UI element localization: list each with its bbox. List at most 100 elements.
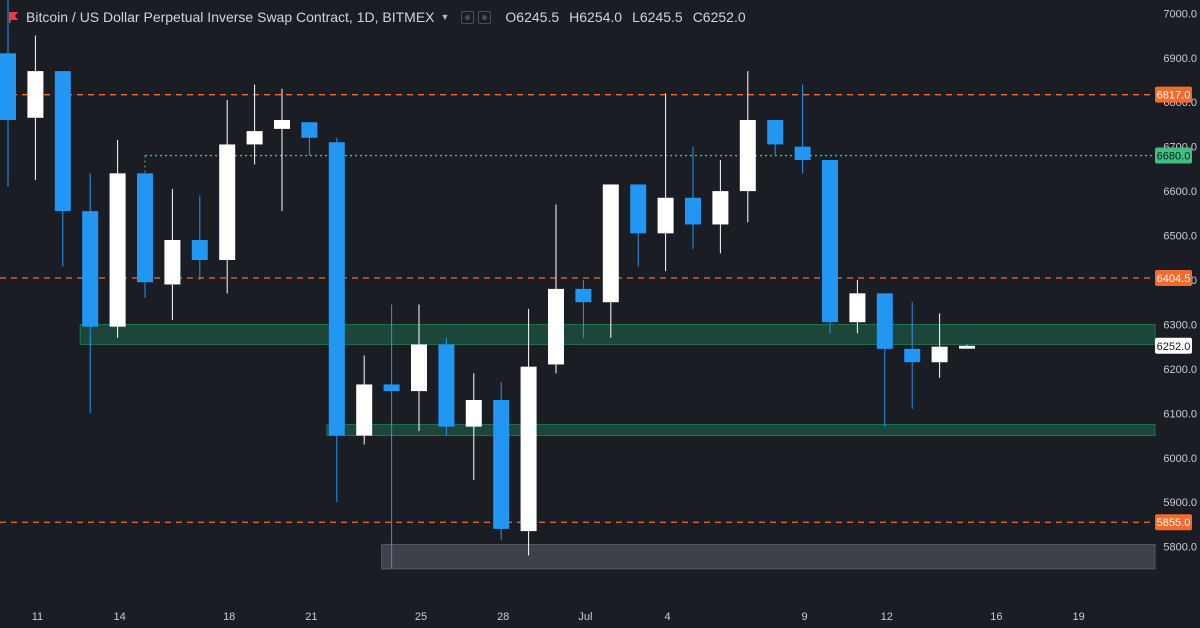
candle[interactable] (82, 173, 99, 414)
candle-body (575, 288, 592, 303)
candle[interactable] (465, 373, 482, 480)
svg-text:6817.0: 6817.0 (1157, 90, 1191, 102)
candle[interactable] (328, 137, 345, 503)
candle[interactable] (931, 313, 948, 378)
candle-body (438, 344, 455, 427)
candle[interactable] (383, 304, 400, 569)
indicator-tools (461, 10, 492, 24)
candle[interactable] (411, 304, 427, 432)
time-tick-label: 25 (415, 611, 427, 623)
candle[interactable] (301, 122, 318, 156)
candle[interactable] (191, 195, 208, 280)
visibility-icon[interactable] (478, 10, 492, 24)
line-price-badge: 5855.0 (1155, 514, 1192, 531)
price-tick-label: 6900.0 (1163, 53, 1197, 65)
time-tick-label: 9 (802, 611, 808, 623)
price-tick-label: 6300.0 (1163, 319, 1197, 331)
candle-body (191, 240, 208, 260)
candle-body (246, 131, 263, 145)
price-tick-label: 6200.0 (1163, 364, 1197, 376)
candle[interactable] (137, 173, 153, 298)
candle[interactable] (219, 100, 236, 294)
candle[interactable] (438, 337, 455, 436)
chart-header: Bitcoin / US Dollar Perpetual Inverse Sw… (0, 0, 746, 34)
line-price-badge: 6404.5 (1155, 270, 1192, 286)
candle[interactable] (246, 84, 263, 165)
candle-body (548, 288, 564, 365)
price-zone[interactable] (326, 423, 1156, 437)
current-price-badge: 6252.0 (1155, 337, 1192, 354)
candle-body (301, 122, 318, 138)
candles-layer (0, 0, 975, 569)
candle[interactable] (520, 308, 537, 556)
candle-body (219, 144, 236, 260)
candle-body (876, 293, 893, 349)
price-tick-label: 6100.0 (1163, 408, 1197, 420)
candle-body (822, 160, 838, 323)
candle-body (712, 191, 729, 225)
candle-body (465, 400, 482, 427)
candle[interactable] (876, 293, 893, 427)
candle[interactable] (164, 188, 181, 320)
candle[interactable] (739, 71, 756, 223)
candle-body (54, 71, 71, 212)
zones-layer (79, 323, 1156, 570)
candle[interactable] (0, 0, 16, 187)
candle-body (164, 240, 181, 285)
price-zone[interactable] (79, 323, 1156, 345)
candle[interactable] (575, 280, 592, 338)
time-tick-label: 18 (223, 611, 235, 623)
symbol-title[interactable]: Bitcoin / US Dollar Perpetual Inverse Sw… (26, 9, 435, 25)
chevron-down-icon[interactable]: ▼ (440, 12, 450, 22)
candle[interactable] (685, 146, 701, 249)
horizontal-lines-layer (0, 94, 1155, 523)
candle[interactable] (959, 344, 975, 349)
time-tick-label: 28 (497, 611, 509, 623)
candle-body (794, 146, 811, 160)
flag-icon[interactable] (8, 11, 20, 23)
candle[interactable] (904, 302, 921, 409)
candle[interactable] (54, 71, 71, 267)
candle[interactable] (356, 355, 373, 445)
time-tick-label: 12 (881, 611, 893, 623)
candle[interactable] (274, 88, 290, 212)
candle[interactable] (657, 93, 674, 272)
candle-body (739, 120, 756, 192)
price-zone[interactable] (381, 543, 1156, 570)
candle[interactable] (109, 140, 126, 338)
candle[interactable] (822, 160, 838, 334)
candle-body (602, 184, 619, 303)
candle[interactable] (767, 120, 784, 156)
open-value: O6245.5 (505, 9, 560, 25)
price-tick-label: 7000.0 (1163, 8, 1197, 20)
ohlc-values: O6245.5 H6254.0 L6245.5 C6252.0 (505, 9, 745, 25)
price-tick-label: 6600.0 (1163, 186, 1197, 198)
close-value: C6252.0 (692, 9, 746, 25)
time-axis[interactable]: 11 14 18 21 25 28 Jul 4 9 12 16 19 (32, 611, 1085, 623)
candle-body (274, 120, 290, 129)
candle-body (685, 197, 701, 225)
candle[interactable] (794, 84, 811, 174)
time-tick-label: 4 (665, 611, 671, 623)
time-tick-label: 21 (305, 611, 317, 623)
candle-body (328, 142, 345, 436)
time-tick-label: Jul (578, 611, 592, 623)
candle[interactable] (630, 184, 647, 267)
time-tick-label: 14 (113, 611, 125, 623)
candle[interactable] (849, 280, 866, 334)
candle[interactable] (27, 35, 44, 180)
candle-body (904, 348, 921, 363)
svg-text:6404.5: 6404.5 (1157, 273, 1191, 285)
candle-body (520, 366, 537, 532)
settings-icon[interactable] (461, 10, 475, 24)
svg-text:6252.0: 6252.0 (1157, 341, 1191, 353)
candle[interactable] (712, 160, 729, 254)
price-tick-label: 6000.0 (1163, 453, 1197, 465)
candle[interactable] (548, 204, 564, 374)
candle-body (411, 344, 427, 392)
candle[interactable] (602, 184, 619, 338)
candle-body (493, 400, 510, 529)
candle-body (657, 197, 674, 234)
candle[interactable] (493, 382, 510, 540)
